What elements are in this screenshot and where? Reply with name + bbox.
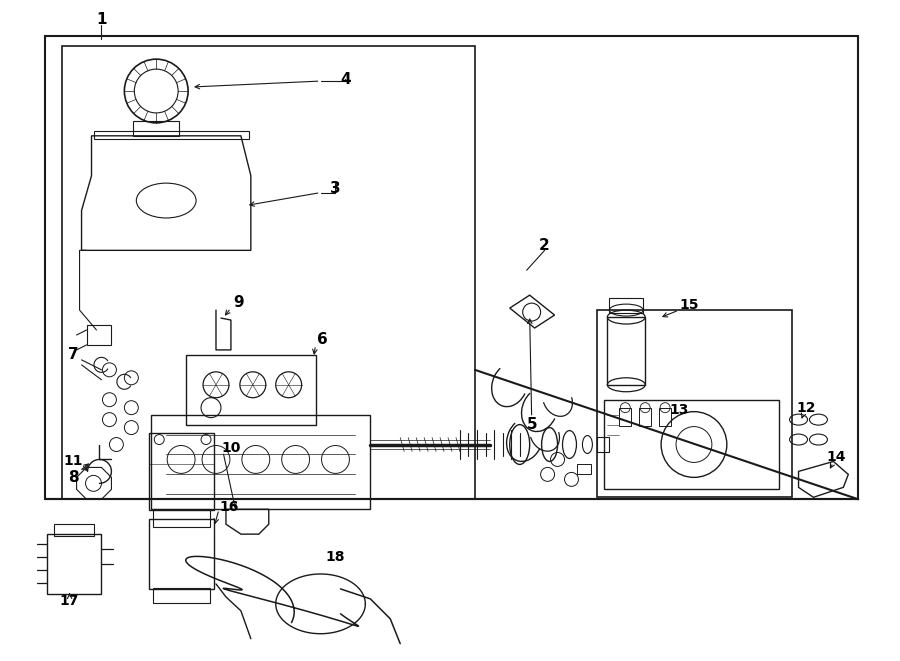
Bar xyxy=(619,408,631,426)
Bar xyxy=(94,131,248,139)
Text: 5: 5 xyxy=(526,417,537,432)
Text: 17: 17 xyxy=(60,594,79,608)
Bar xyxy=(153,509,210,527)
Bar xyxy=(598,436,609,453)
Text: 7: 7 xyxy=(68,348,79,362)
Text: 14: 14 xyxy=(826,450,846,465)
Bar xyxy=(659,408,671,426)
Bar xyxy=(149,432,214,510)
Text: 8: 8 xyxy=(68,470,79,485)
Bar xyxy=(598,310,792,497)
Bar xyxy=(153,588,210,603)
Bar xyxy=(149,519,214,589)
Bar xyxy=(608,317,645,385)
Text: 1: 1 xyxy=(96,12,107,27)
Bar xyxy=(86,325,112,345)
Bar xyxy=(61,46,475,499)
Text: 16: 16 xyxy=(220,500,238,514)
Bar xyxy=(133,121,179,136)
Text: 9: 9 xyxy=(234,295,244,309)
Text: 6: 6 xyxy=(317,332,328,348)
Text: 11: 11 xyxy=(64,455,84,469)
Text: 4: 4 xyxy=(340,71,351,87)
Bar xyxy=(45,36,859,499)
Bar xyxy=(609,298,644,313)
Bar xyxy=(186,355,316,424)
Text: 15: 15 xyxy=(680,298,698,312)
Bar xyxy=(604,400,778,489)
Text: 18: 18 xyxy=(326,550,346,564)
Bar xyxy=(639,408,652,426)
Text: 2: 2 xyxy=(539,238,550,253)
Text: 12: 12 xyxy=(796,401,816,414)
Bar xyxy=(578,465,591,475)
Text: 13: 13 xyxy=(670,403,688,416)
Bar xyxy=(54,524,94,536)
Bar xyxy=(47,534,102,594)
Text: 10: 10 xyxy=(221,440,240,455)
Text: 3: 3 xyxy=(330,181,341,196)
Bar xyxy=(151,414,370,509)
